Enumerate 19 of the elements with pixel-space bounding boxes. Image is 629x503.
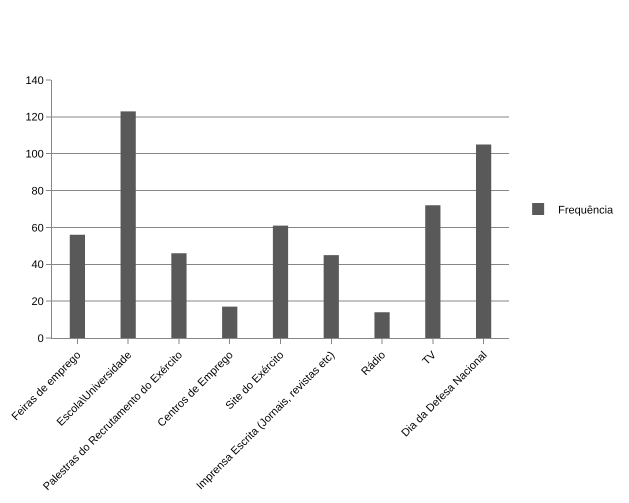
y-tick-label: 100 [25, 148, 44, 161]
x-tick-label: TV [420, 348, 440, 368]
bar [222, 306, 238, 338]
bar [476, 144, 492, 338]
y-tick-label: 0 [38, 332, 44, 345]
bar [171, 253, 187, 338]
y-tick-label: 60 [32, 222, 44, 234]
y-tick-label: 120 [25, 112, 44, 124]
bar [425, 205, 440, 338]
legend-label: Frequência [558, 204, 614, 216]
bar [374, 312, 390, 338]
y-tick-label: 80 [32, 185, 44, 198]
bar [324, 255, 339, 338]
y-tick-label: 40 [32, 259, 44, 272]
bar [272, 226, 288, 338]
y-tick-label: 20 [32, 296, 44, 308]
bar [70, 234, 86, 338]
bar [120, 111, 136, 338]
y-tick-label: 140 [25, 74, 44, 87]
